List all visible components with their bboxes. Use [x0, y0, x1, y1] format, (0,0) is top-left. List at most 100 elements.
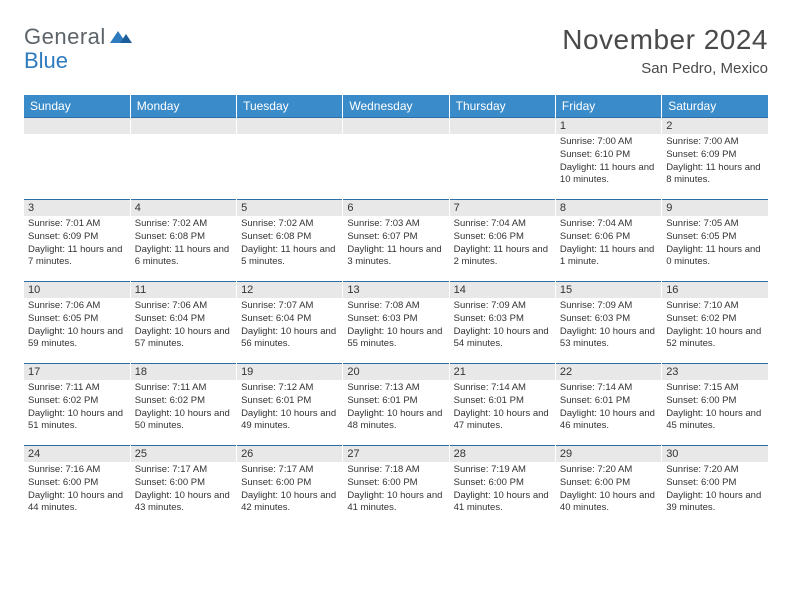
location: San Pedro, Mexico [562, 60, 768, 77]
daylight-line: Daylight: 10 hours and 41 minutes. [454, 490, 551, 516]
day-data: Sunrise: 7:12 AMSunset: 6:01 PMDaylight:… [237, 380, 342, 437]
day-data: Sunrise: 7:11 AMSunset: 6:02 PMDaylight:… [131, 380, 236, 437]
daylight-line: Daylight: 10 hours and 46 minutes. [560, 408, 657, 434]
day-cell: 22Sunrise: 7:14 AMSunset: 6:01 PMDayligh… [555, 364, 661, 446]
day-data: Sunrise: 7:10 AMSunset: 6:02 PMDaylight:… [662, 298, 768, 355]
sunset-line: Sunset: 6:04 PM [135, 313, 232, 326]
sunset-line: Sunset: 6:00 PM [560, 477, 657, 490]
sunrise-line: Sunrise: 7:20 AM [560, 464, 657, 477]
title-block: November 2024 San Pedro, Mexico [562, 24, 768, 77]
day-data: Sunrise: 7:01 AMSunset: 6:09 PMDaylight:… [24, 216, 130, 273]
day-cell: 17Sunrise: 7:11 AMSunset: 6:02 PMDayligh… [24, 364, 130, 446]
calendar-page: General November 2024 San Pedro, Mexico … [0, 0, 792, 528]
day-number: 21 [450, 364, 555, 380]
day-number: 19 [237, 364, 342, 380]
sunset-line: Sunset: 6:05 PM [28, 313, 126, 326]
day-cell: 25Sunrise: 7:17 AMSunset: 6:00 PMDayligh… [130, 446, 236, 528]
sunset-line: Sunset: 6:00 PM [666, 477, 764, 490]
sunset-line: Sunset: 6:02 PM [135, 395, 232, 408]
day-cell: 5Sunrise: 7:02 AMSunset: 6:08 PMDaylight… [237, 200, 343, 282]
sunset-line: Sunset: 6:10 PM [560, 149, 657, 162]
day-number [237, 118, 342, 134]
sunrise-line: Sunrise: 7:09 AM [454, 300, 551, 313]
weekday-header-cell: Wednesday [343, 95, 449, 118]
day-cell: 19Sunrise: 7:12 AMSunset: 6:01 PMDayligh… [237, 364, 343, 446]
logo: General [24, 24, 134, 50]
day-number: 13 [343, 282, 448, 298]
calendar-row: 17Sunrise: 7:11 AMSunset: 6:02 PMDayligh… [24, 364, 768, 446]
daylight-line: Daylight: 10 hours and 44 minutes. [28, 490, 126, 516]
daylight-line: Daylight: 10 hours and 40 minutes. [560, 490, 657, 516]
day-data [450, 134, 555, 140]
daylight-line: Daylight: 10 hours and 52 minutes. [666, 326, 764, 352]
daylight-line: Daylight: 10 hours and 48 minutes. [347, 408, 444, 434]
sunrise-line: Sunrise: 7:12 AM [241, 382, 338, 395]
daylight-line: Daylight: 11 hours and 8 minutes. [666, 162, 764, 188]
daylight-line: Daylight: 11 hours and 10 minutes. [560, 162, 657, 188]
day-number: 18 [131, 364, 236, 380]
day-number: 16 [662, 282, 768, 298]
day-data: Sunrise: 7:14 AMSunset: 6:01 PMDaylight:… [556, 380, 661, 437]
sunset-line: Sunset: 6:03 PM [347, 313, 444, 326]
day-cell: 30Sunrise: 7:20 AMSunset: 6:00 PMDayligh… [662, 446, 768, 528]
day-data: Sunrise: 7:00 AMSunset: 6:09 PMDaylight:… [662, 134, 768, 191]
empty-cell [449, 118, 555, 200]
day-cell: 4Sunrise: 7:02 AMSunset: 6:08 PMDaylight… [130, 200, 236, 282]
day-cell: 8 Sunrise: 7:04 AMSunset: 6:06 PMDaylight… [555, 200, 661, 282]
sunset-line: Sunset: 6:03 PM [454, 313, 551, 326]
day-cell: 9Sunrise: 7:05 AMSunset: 6:05 PMDaylight… [662, 200, 768, 282]
day-cell: 21Sunrise: 7:14 AMSunset: 6:01 PMDayligh… [449, 364, 555, 446]
sunset-line: Sunset: 6:06 PM [560, 231, 657, 244]
daylight-line: Daylight: 11 hours and 6 minutes. [135, 244, 232, 270]
day-number: 22 [556, 364, 661, 380]
day-cell: 24Sunrise: 7:16 AMSunset: 6:00 PMDayligh… [24, 446, 130, 528]
header: General November 2024 San Pedro, Mexico [24, 24, 768, 77]
daylight-line: Daylight: 10 hours and 45 minutes. [666, 408, 764, 434]
month-title: November 2024 [562, 24, 768, 56]
day-number: 23 [662, 364, 768, 380]
day-cell: 23 Sunrise: 7:15 AMSunset: 6:00 PMDayligh… [662, 364, 768, 446]
day-data: Sunrise: 7:02 AMSunset: 6:08 PMDaylight:… [237, 216, 342, 273]
weekday-header: SundayMondayTuesdayWednesdayThursdayFrid… [24, 95, 768, 118]
sunset-line: Sunset: 6:00 PM [135, 477, 232, 490]
sunset-line: Sunset: 6:07 PM [347, 231, 444, 244]
day-cell: 10Sunrise: 7:06 AMSunset: 6:05 PMDayligh… [24, 282, 130, 364]
sunrise-line: Sunrise: 7:05 AM [666, 218, 764, 231]
day-number: 11 [131, 282, 236, 298]
sunset-line: Sunset: 6:01 PM [347, 395, 444, 408]
calendar-row: 3Sunrise: 7:01 AMSunset: 6:09 PMDaylight… [24, 200, 768, 282]
sunrise-line: Sunrise: 7:04 AM [560, 218, 657, 231]
day-number: 30 [662, 446, 768, 462]
sunrise-line: Sunrise: 7:16 AM [28, 464, 126, 477]
sunset-line: Sunset: 6:02 PM [666, 313, 764, 326]
sunrise-line: Sunrise: 7:06 AM [28, 300, 126, 313]
day-number: 2 [662, 118, 768, 134]
day-data [24, 134, 130, 140]
day-number: 8 [556, 200, 661, 216]
empty-cell [237, 118, 343, 200]
daylight-line: Daylight: 11 hours and 1 minute. [560, 244, 657, 270]
day-cell: 12Sunrise: 7:07 AMSunset: 6:04 PMDayligh… [237, 282, 343, 364]
weekday-header-cell: Thursday [449, 95, 555, 118]
day-data: Sunrise: 7:09 AMSunset: 6:03 PMDaylight:… [450, 298, 555, 355]
sunrise-line: Sunrise: 7:15 AM [666, 382, 764, 395]
daylight-line: Daylight: 10 hours and 54 minutes. [454, 326, 551, 352]
daylight-line: Daylight: 10 hours and 47 minutes. [454, 408, 551, 434]
daylight-line: Daylight: 10 hours and 43 minutes. [135, 490, 232, 516]
sunset-line: Sunset: 6:00 PM [666, 395, 764, 408]
day-data [237, 134, 342, 140]
day-number: 28 [450, 446, 555, 462]
daylight-line: Daylight: 10 hours and 59 minutes. [28, 326, 126, 352]
day-data: Sunrise: 7:08 AMSunset: 6:03 PMDaylight:… [343, 298, 448, 355]
day-number [131, 118, 236, 134]
day-cell: 29Sunrise: 7:20 AMSunset: 6:00 PMDayligh… [555, 446, 661, 528]
day-data: Sunrise: 7:02 AMSunset: 6:08 PMDaylight:… [131, 216, 236, 273]
sunrise-line: Sunrise: 7:02 AM [135, 218, 232, 231]
sunset-line: Sunset: 6:06 PM [454, 231, 551, 244]
day-number [24, 118, 130, 134]
day-cell: 20Sunrise: 7:13 AMSunset: 6:01 PMDayligh… [343, 364, 449, 446]
day-data: Sunrise: 7:07 AMSunset: 6:04 PMDaylight:… [237, 298, 342, 355]
sunset-line: Sunset: 6:09 PM [28, 231, 126, 244]
day-data [131, 134, 236, 140]
day-data: Sunrise: 7:03 AMSunset: 6:07 PMDaylight:… [343, 216, 448, 273]
